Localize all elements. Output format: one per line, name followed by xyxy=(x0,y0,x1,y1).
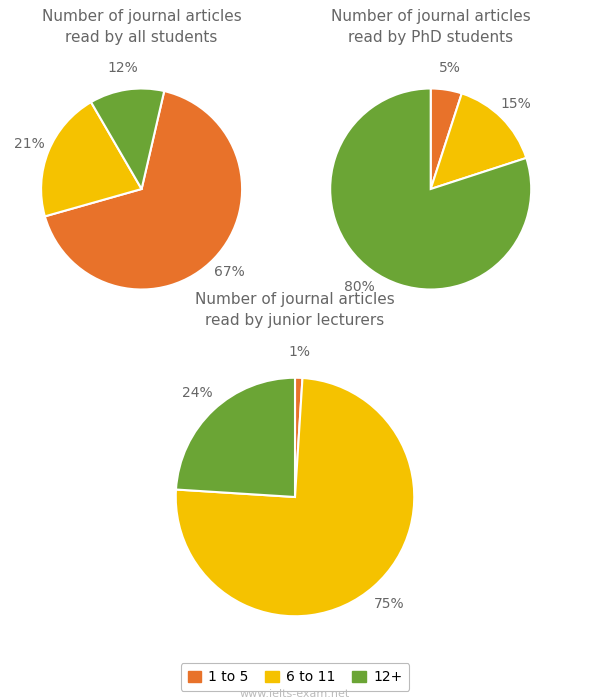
Wedge shape xyxy=(41,102,142,216)
Wedge shape xyxy=(176,378,414,616)
Legend: 1 to 5, 6 to 11, 12+: 1 to 5, 6 to 11, 12+ xyxy=(181,664,409,691)
Text: www.ielts-exam.net: www.ielts-exam.net xyxy=(240,690,350,699)
Title: Number of journal articles
read by PhD students: Number of journal articles read by PhD s… xyxy=(331,9,530,46)
Text: 1%: 1% xyxy=(289,344,310,358)
Wedge shape xyxy=(431,93,526,189)
Wedge shape xyxy=(91,88,164,189)
Text: 21%: 21% xyxy=(14,136,45,150)
Wedge shape xyxy=(45,91,242,290)
Text: 12%: 12% xyxy=(108,61,139,75)
Wedge shape xyxy=(295,378,303,497)
Wedge shape xyxy=(330,88,531,290)
Text: 75%: 75% xyxy=(374,597,405,611)
Wedge shape xyxy=(431,88,462,189)
Title: Number of journal articles
read by junior lecturers: Number of journal articles read by junio… xyxy=(195,292,395,328)
Text: 24%: 24% xyxy=(182,386,212,400)
Text: 15%: 15% xyxy=(501,97,532,111)
Text: 67%: 67% xyxy=(214,265,244,279)
Wedge shape xyxy=(176,378,295,497)
Text: 80%: 80% xyxy=(345,279,375,293)
Text: 5%: 5% xyxy=(439,61,461,75)
Title: Number of journal articles
read by all students: Number of journal articles read by all s… xyxy=(42,9,241,46)
